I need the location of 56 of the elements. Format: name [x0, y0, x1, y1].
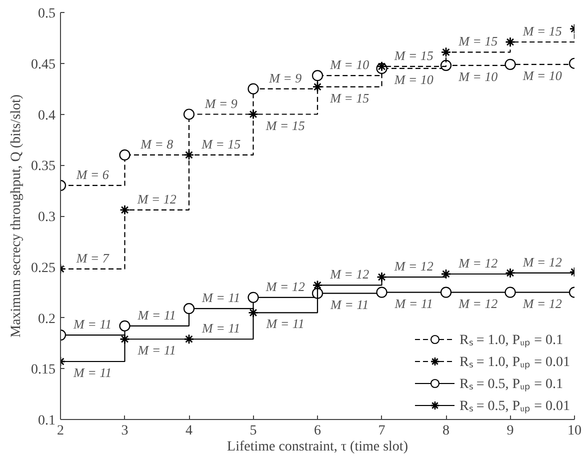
x-tick-label: 2: [57, 424, 64, 438]
y-tick-label: 0.25: [31, 260, 56, 276]
x-tick-label: 5: [250, 424, 257, 438]
x-tick-label: 3: [121, 424, 128, 438]
annotation: M = 12: [136, 191, 177, 206]
annotation: M = 10: [393, 72, 434, 87]
annotation: M = 12: [458, 255, 498, 270]
y-tick-label: 0.1: [38, 414, 56, 428]
y-tick-label: 0.15: [31, 362, 56, 378]
annotation: M = 11: [201, 320, 240, 336]
annotation: M = 12: [393, 258, 434, 274]
annotation: M = 11: [201, 290, 240, 306]
annotation: M = 12: [458, 296, 498, 311]
annotation: M = 15: [264, 118, 306, 133]
annotation: M = 12: [264, 278, 306, 294]
y-tick-label: 0.5: [38, 6, 56, 22]
annotation: M = 12: [329, 266, 370, 282]
annotation: M = 6: [75, 166, 110, 182]
y-tick-label: 0.4: [38, 108, 56, 124]
x-tick-label: 8: [442, 424, 450, 438]
annotation: M = 11: [136, 307, 176, 322]
x-tick-label: 6: [314, 424, 321, 438]
legend-label: Rₛ = 1.0, Pᵤₚ = 0.01: [459, 354, 570, 371]
annotation: M = 15: [200, 136, 242, 152]
x-axis-title: Lifetime constraint, τ (time slot): [227, 440, 408, 454]
y-axis-title: Maximum secrecy throughput, Q (bits/slot): [9, 94, 24, 338]
annotation: M = 11: [72, 316, 112, 332]
annotation: M = 10: [522, 68, 562, 83]
annotation: M = 9: [268, 70, 302, 86]
x-tick-label: 9: [506, 424, 514, 438]
annotation: M = 11: [136, 342, 176, 358]
annotation: M = 7: [75, 250, 110, 266]
annotation: M = 10: [458, 68, 498, 84]
annotation: M = 15: [393, 48, 434, 63]
x-tick-label: 4: [186, 424, 192, 438]
annotation: M = 11: [394, 296, 433, 311]
y-tick-label: 0.3: [38, 210, 56, 225]
annotation: M = 15: [458, 34, 498, 49]
y-tick-label: 0.45: [31, 57, 56, 72]
annotation: M = 8: [140, 136, 174, 152]
annotation: M = 15: [329, 90, 370, 106]
legend-label: Rₛ = 1.0, Pᵤₚ = 0.1: [459, 332, 563, 349]
annotation: M = 10: [329, 57, 370, 72]
y-tick-label: 0.35: [31, 159, 56, 174]
annotation: M = 11: [72, 365, 112, 380]
annotation: M = 11: [330, 296, 369, 312]
annotation: M = 9: [204, 96, 238, 111]
y-tick-label: 0.2: [38, 312, 56, 327]
annotation: M = 12: [522, 254, 562, 270]
annotation: M = 11: [265, 316, 304, 332]
x-tick-label: 7: [378, 424, 386, 438]
annotation: M = 15: [522, 24, 562, 39]
annotation: M = 12: [522, 296, 562, 311]
x-tick-label: 10: [568, 424, 582, 438]
legend-label: Rₛ = 0.5, Pᵤₚ = 0.1: [459, 376, 563, 393]
legend-label: Rₛ = 0.5, Pᵤₚ = 0.01: [459, 398, 570, 415]
